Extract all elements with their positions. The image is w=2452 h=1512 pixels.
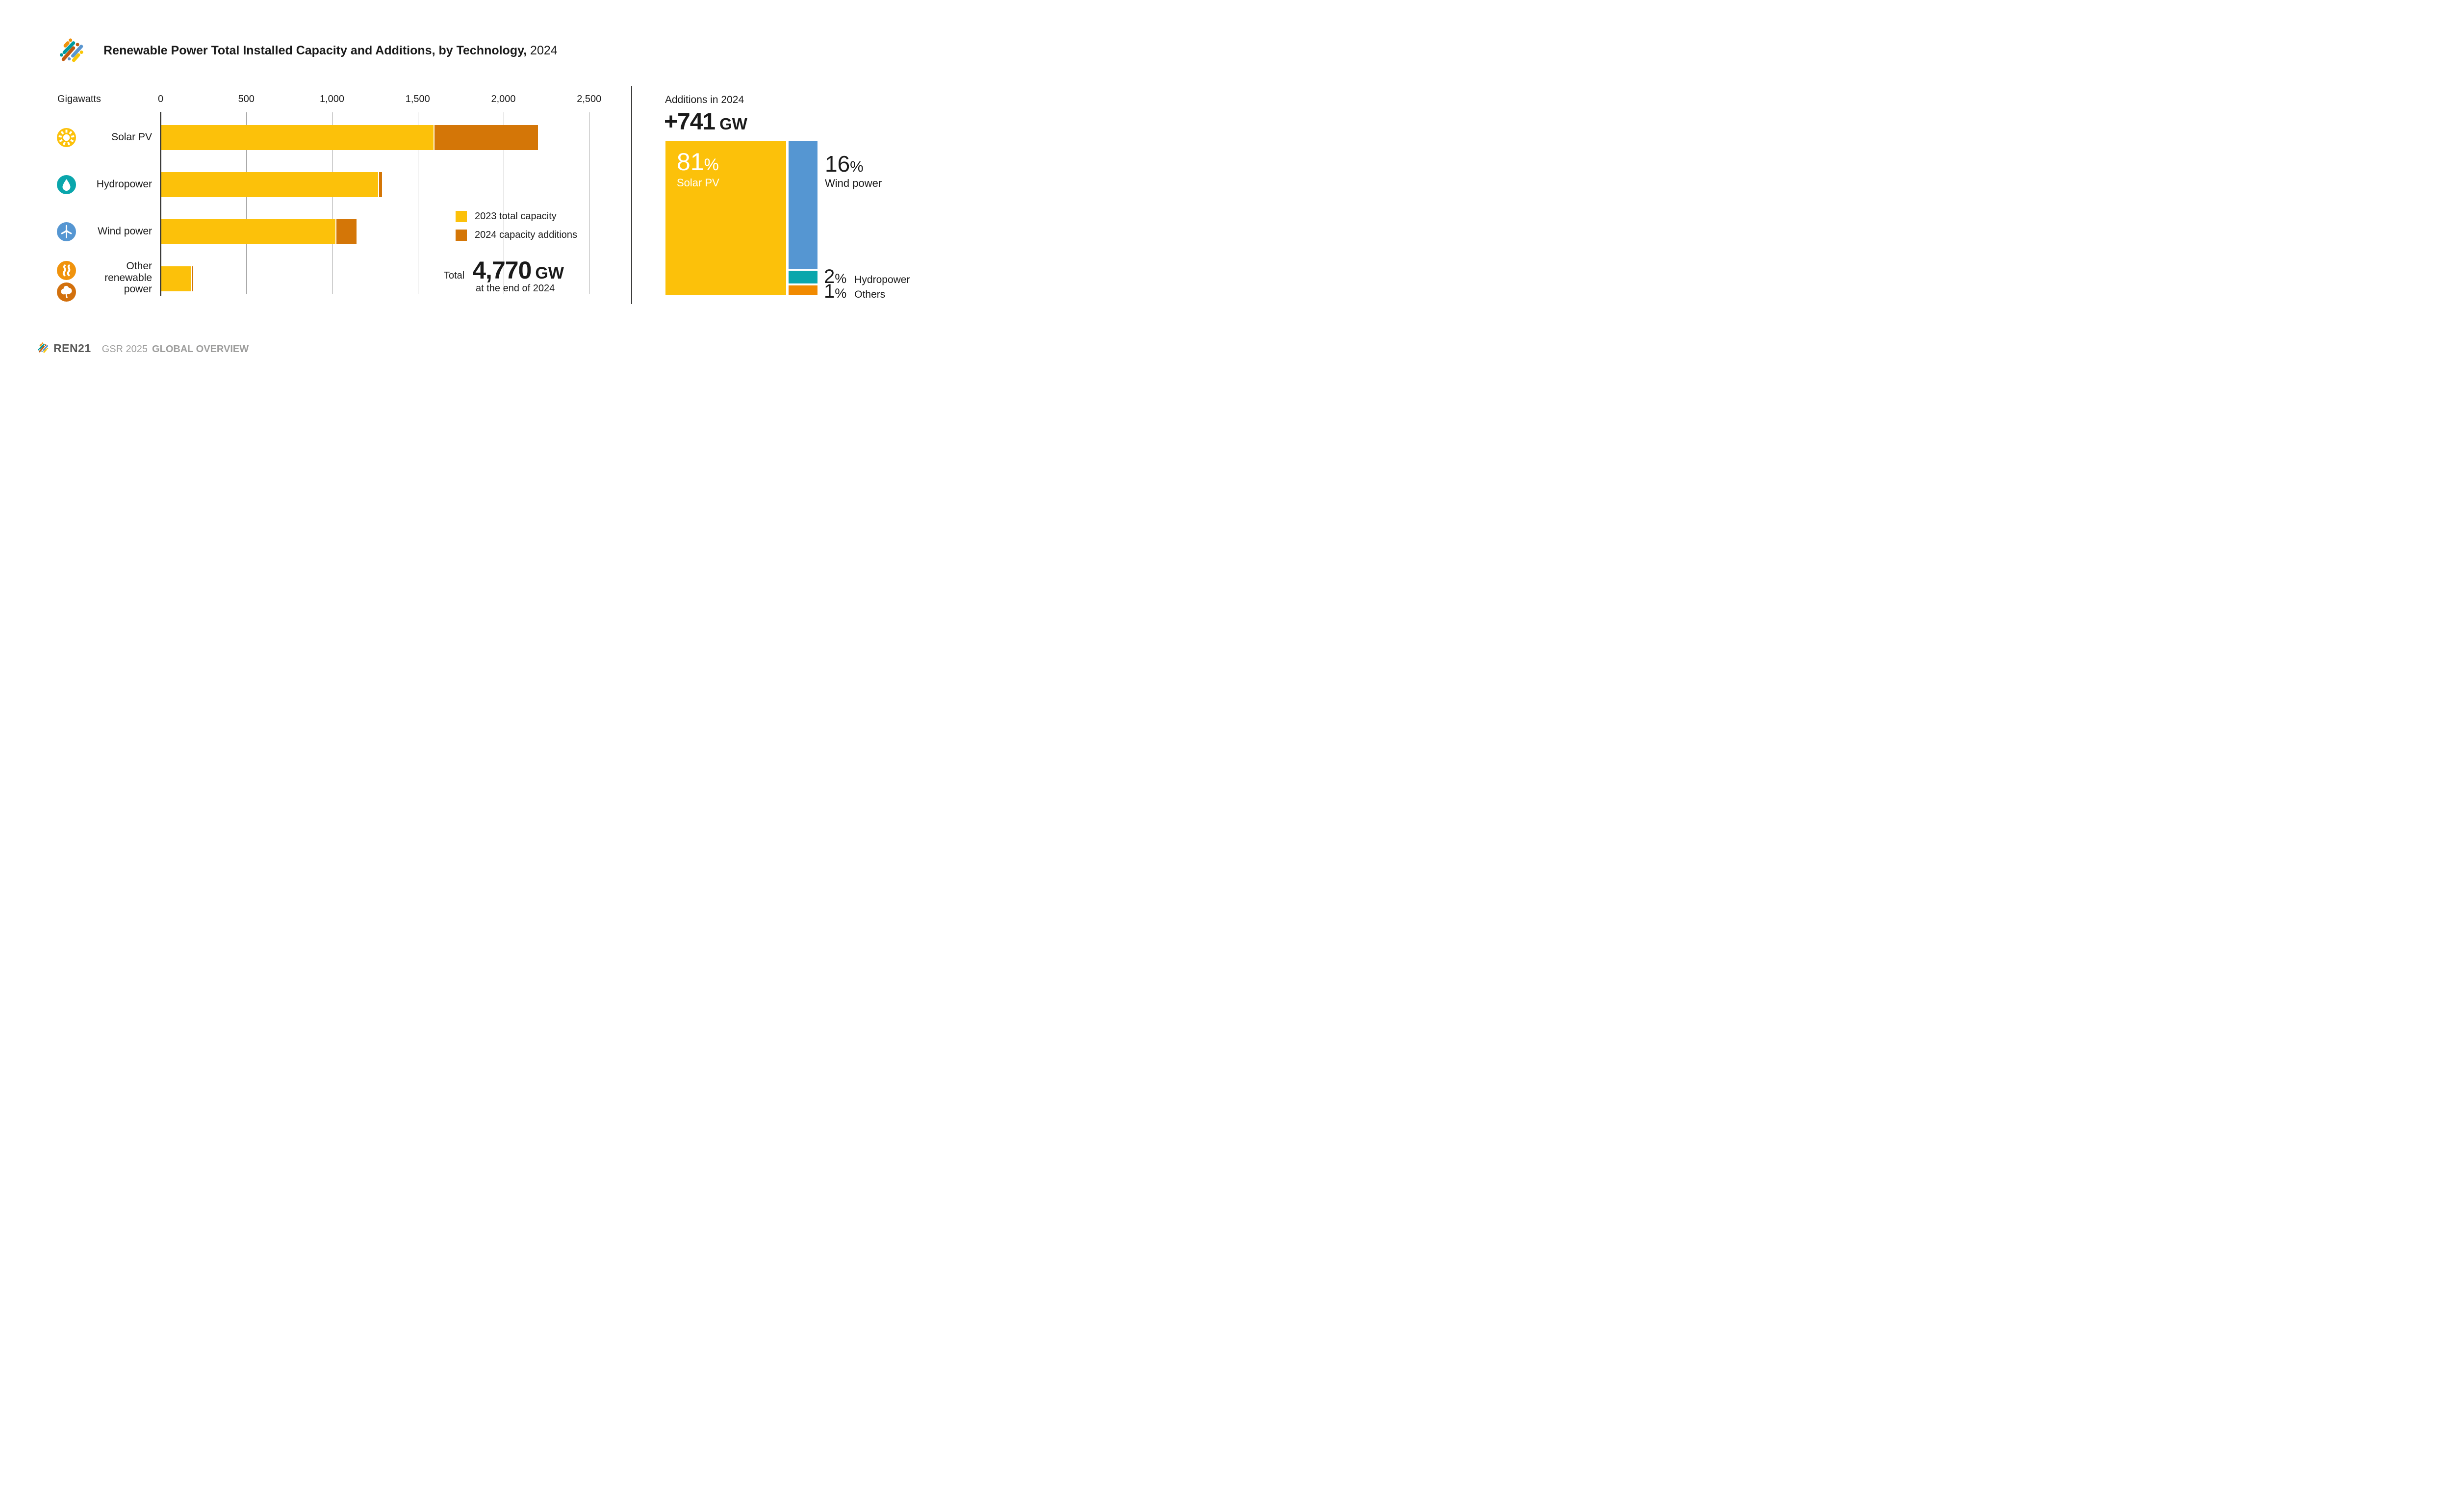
treemap-hydro-pct-num: 2 <box>824 266 835 287</box>
treemap-wind-pct: 16% <box>825 153 864 175</box>
treemap-others-annotation: 1% Others <box>824 282 885 301</box>
axis-tick-0: 0 <box>157 94 164 104</box>
treemap-others-pct: 1% <box>824 282 846 301</box>
footer: REN21 GSR 2025 GLOBAL OVERVIEW <box>53 342 249 355</box>
axis-tick-500: 500 <box>238 94 255 104</box>
axis-tick-2000: 2,000 <box>491 94 516 104</box>
ren21-logo-icon <box>38 342 49 353</box>
legend-swatch-2024 <box>456 230 467 241</box>
percent-sign: % <box>835 286 847 301</box>
bar-wind-power-2023-segment <box>161 219 336 244</box>
footer-brand: REN21 <box>53 342 91 355</box>
axis-unit-label: Gigawatts <box>57 94 101 104</box>
row-label-solar-pv: Solar PV <box>111 131 152 143</box>
total-value: 4,770 <box>472 256 532 284</box>
axis-tick-2500: 2,500 <box>577 94 602 104</box>
additions-unit: GW <box>719 115 747 133</box>
total-label: Total <box>444 270 465 281</box>
bar-hydropower <box>161 172 383 197</box>
percent-sign: % <box>704 155 719 174</box>
sun-icon <box>57 128 76 147</box>
treemap-solar-pct-num: 81 <box>677 148 704 176</box>
additions-title: Additions in 2024 <box>665 94 744 105</box>
total-annotation: Total 4,770 GW <box>444 256 564 284</box>
percent-sign: % <box>835 271 847 286</box>
droplet-icon <box>57 175 76 194</box>
treemap-others-block <box>789 285 817 295</box>
leaf-icon <box>57 282 76 302</box>
bar-other-renewable-2024-segment <box>191 266 194 291</box>
heat-waves-icon <box>57 261 76 280</box>
page-title-year: 2024 <box>527 44 558 57</box>
bar-hydropower-2024-segment <box>378 172 383 197</box>
bar-other-renewable-2023-segment <box>161 266 191 291</box>
treemap-others-label: Others <box>854 289 886 300</box>
chart-canvas: Renewable Power Total Installed Capacity… <box>0 0 927 378</box>
treemap-hydro-label: Hydropower <box>854 274 910 285</box>
page-title: Renewable Power Total Installed Capacity… <box>103 43 558 58</box>
bar-solar-pv <box>161 125 538 150</box>
treemap-solar-pct: 81% <box>677 150 719 174</box>
treemap-hydro-block <box>789 271 817 283</box>
page-title-main: Renewable Power Total Installed Capacity… <box>103 44 527 57</box>
wind-turbine-icon <box>57 222 76 241</box>
axis-baseline <box>160 112 161 296</box>
gridline-500 <box>246 112 247 294</box>
total-unit: GW <box>535 264 564 282</box>
treemap-hydro-annotation: 2% Hydropower <box>824 267 910 286</box>
treemap-wind-label: Wind power <box>825 177 882 189</box>
footer-section: GLOBAL OVERVIEW <box>152 344 249 355</box>
bar-solar-pv-2024-segment <box>434 125 538 150</box>
treemap-solar-block <box>665 141 786 295</box>
additions-value: +741 <box>664 109 715 135</box>
additions-total: +741 GW <box>664 108 747 135</box>
percent-sign: % <box>850 158 864 175</box>
row-label-wind-power: Wind power <box>98 226 152 237</box>
total-caption: at the end of 2024 <box>476 283 555 294</box>
row-label-other-renewable: Other renewable power <box>104 260 152 295</box>
bar-wind-power-2024-segment <box>335 219 357 244</box>
axis-tick-1000: 1,000 <box>319 94 345 104</box>
bar-hydropower-2023-segment <box>161 172 379 197</box>
treemap-hydro-pct: 2% <box>824 267 846 286</box>
legend-label-2023: 2023 total capacity <box>475 211 557 222</box>
footer-report: GSR 2025 <box>102 344 148 355</box>
treemap-wind-pct-num: 16 <box>825 151 850 177</box>
bar-other-renewable <box>161 266 194 291</box>
treemap-solar-label: Solar PV <box>677 177 719 189</box>
treemap-others-pct-num: 1 <box>824 281 835 302</box>
section-divider <box>631 86 632 304</box>
legend-label-2024: 2024 capacity additions <box>475 230 578 240</box>
ren21-brand-mark-icon <box>59 38 83 62</box>
bar-wind-power <box>161 219 357 244</box>
row-label-hydropower: Hydropower <box>96 179 152 190</box>
bar-solar-pv-2023-segment <box>161 125 434 150</box>
axis-tick-1500: 1,500 <box>405 94 430 104</box>
legend-swatch-2023 <box>456 211 467 222</box>
treemap-wind-block <box>789 141 817 269</box>
